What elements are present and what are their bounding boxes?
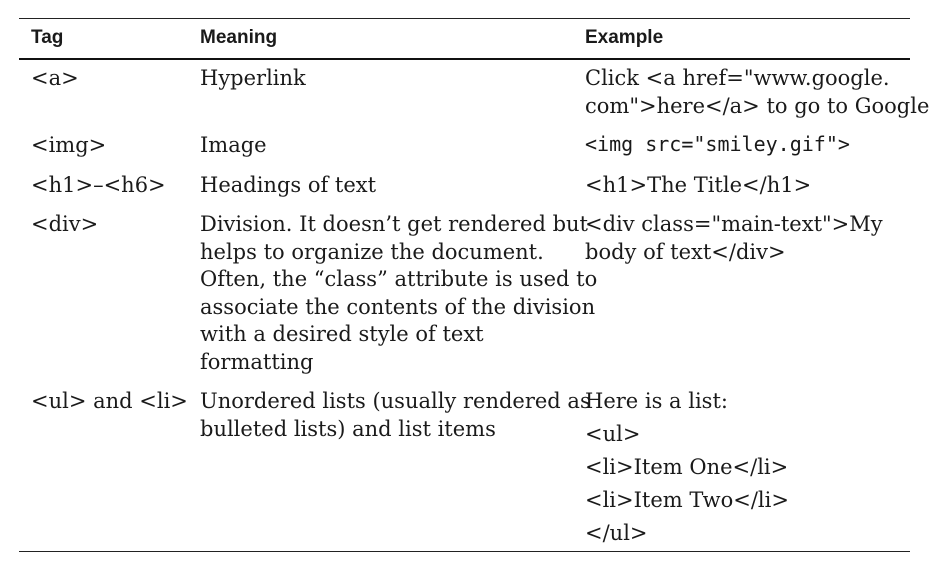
table-bottom-rule xyxy=(19,551,910,552)
tag-cell: <ul> and <li> xyxy=(31,389,188,413)
example-cell: <div class="main-text">My body of text</… xyxy=(585,212,883,264)
example-cell: Here is a list: <ul> <li>Item One</li> <… xyxy=(585,389,789,545)
tag-cell: <img> xyxy=(31,133,107,157)
meaning-cell: Image xyxy=(200,133,267,157)
tag-cell: <a> xyxy=(31,66,79,90)
header-meaning: Meaning xyxy=(200,27,278,48)
meaning-cell: Division. It doesn’t get rendered but he… xyxy=(200,212,598,374)
example-cell: <img src="smiley.gif"> xyxy=(585,132,850,156)
example-cell: <h1>The Title</h1> xyxy=(585,173,812,197)
header-example: Example xyxy=(585,27,664,48)
meaning-cell: Unordered lists (usually rendered as bul… xyxy=(200,389,591,441)
header-rule xyxy=(19,58,910,60)
tag-cell: <div> xyxy=(31,212,99,236)
meaning-cell: Hyperlink xyxy=(200,66,306,90)
example-cell: Click <a href="www.google. com">here</a>… xyxy=(585,66,930,118)
table-top-rule xyxy=(19,18,910,19)
header-tag: Tag xyxy=(31,27,64,48)
meaning-cell: Headings of text xyxy=(200,173,377,197)
tag-cell: <h1>–<h6> xyxy=(31,173,166,197)
